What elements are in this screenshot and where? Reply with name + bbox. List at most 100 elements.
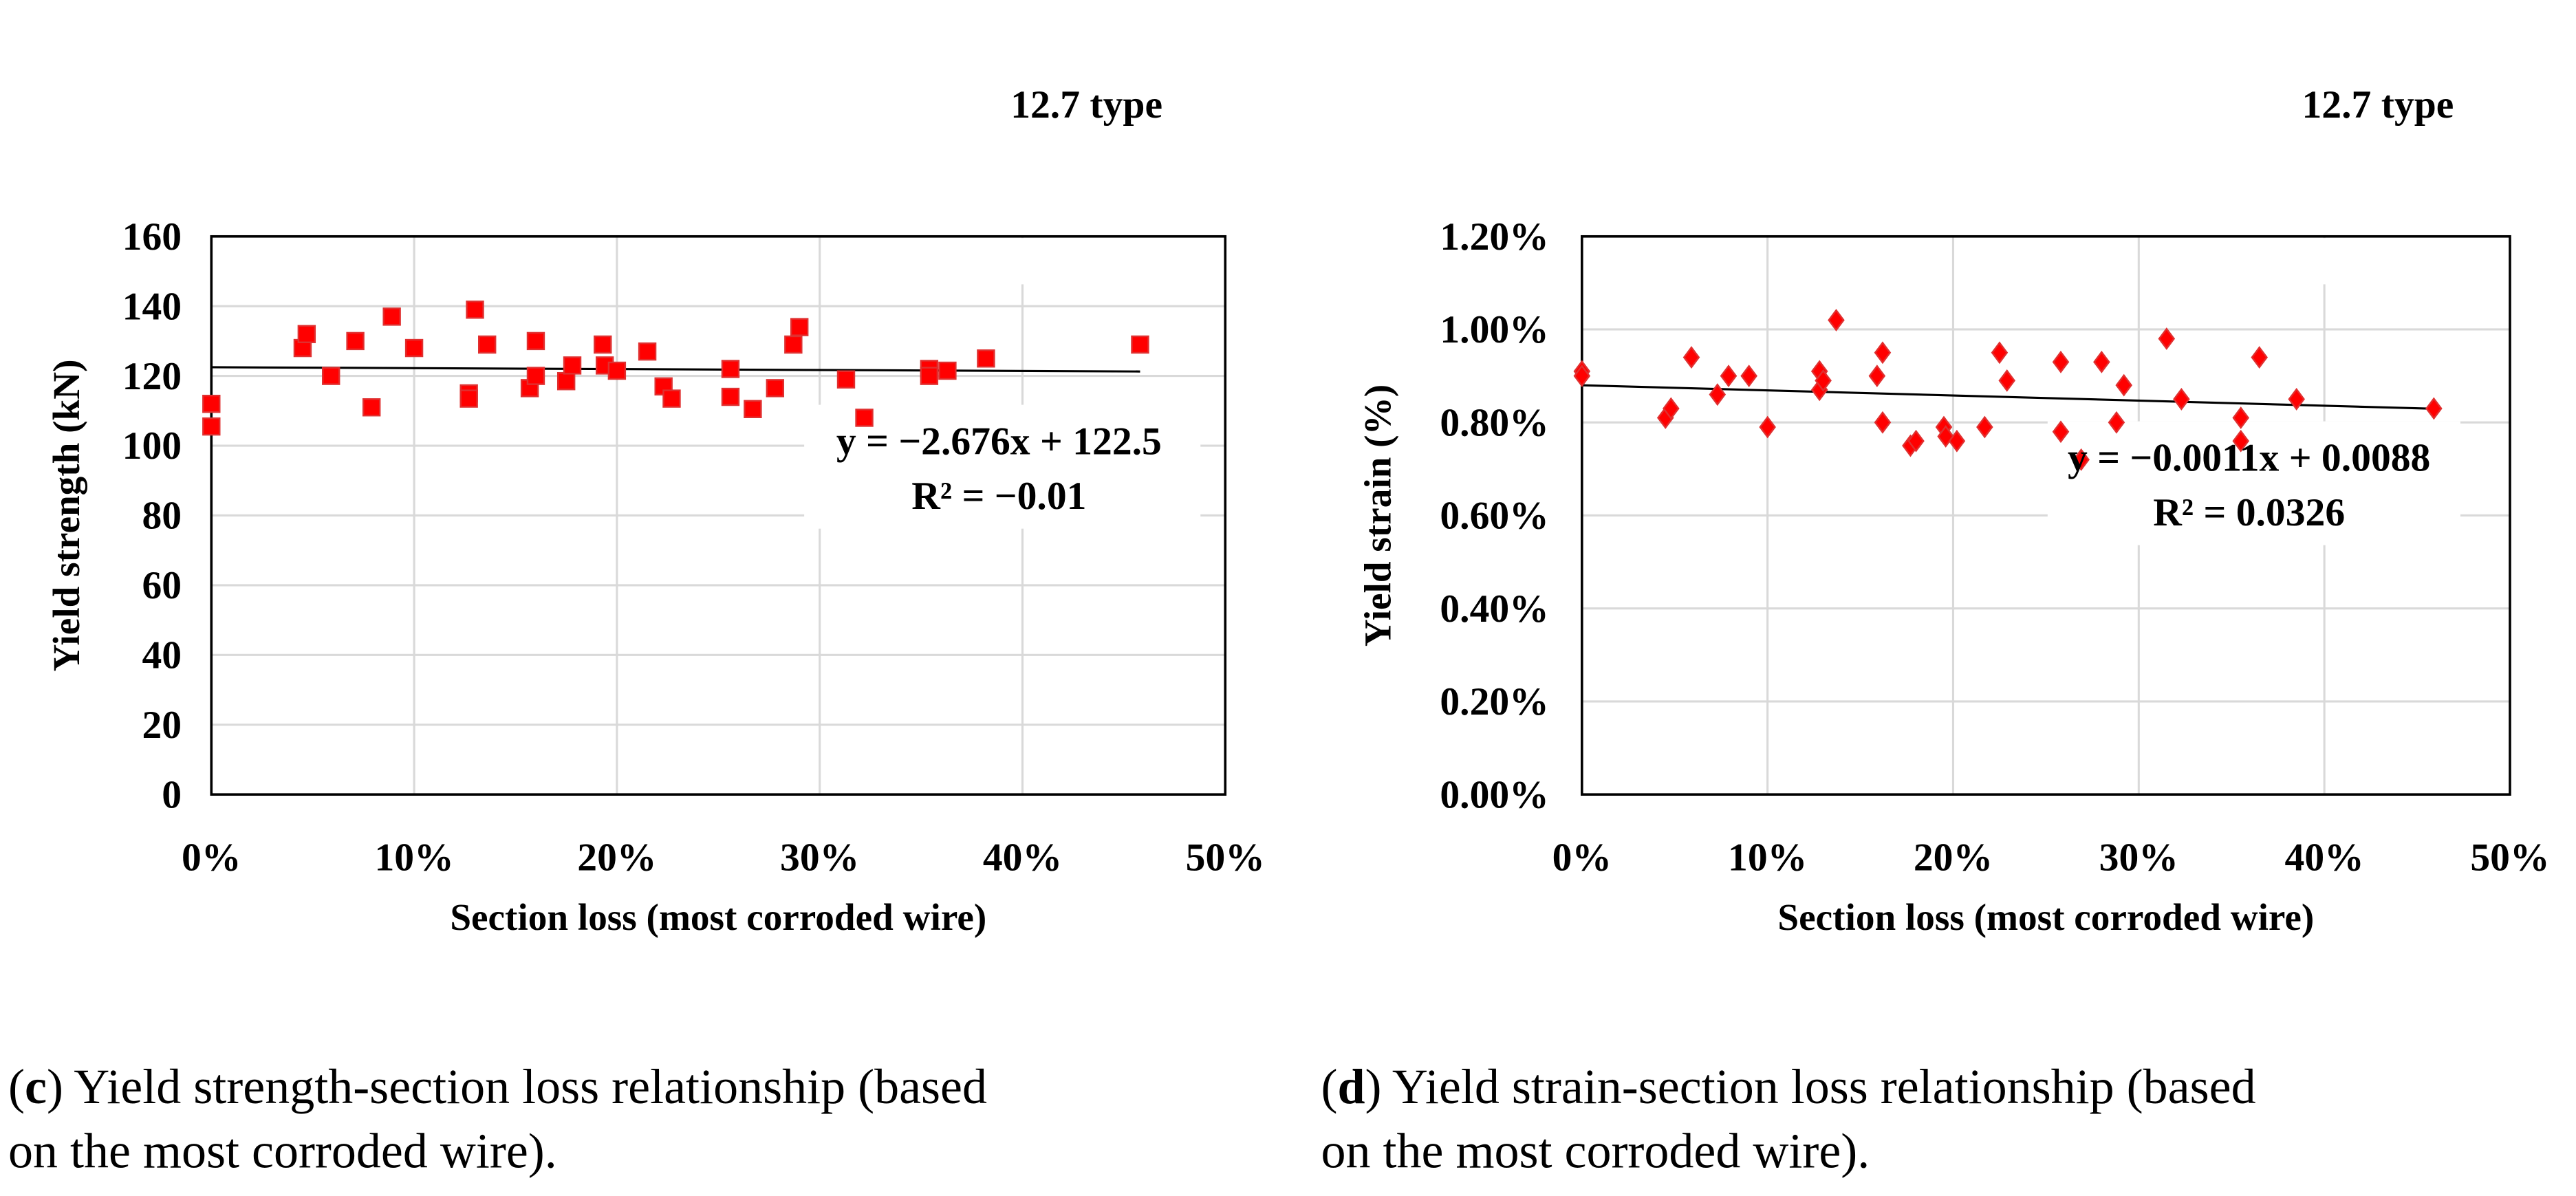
data-point [526,331,545,351]
data-point [2072,448,2090,471]
data-point [297,325,316,343]
data-point [2232,406,2250,429]
y-tick-label: 20 [142,704,182,747]
x-tick-label: 50% [2470,836,2549,880]
data-point [766,379,785,398]
data-point [1874,341,1892,365]
annotation-background [2237,238,2510,285]
data-point [1998,369,2016,392]
data-point [1828,309,1845,331]
y-axis-title: Yield strength (kN) [45,360,87,672]
data-point [1131,335,1149,354]
x-tick-label: 40% [2285,836,2364,880]
data-point [202,394,221,413]
caption-paren: ( [1321,1059,1338,1114]
caption-paren: ( [8,1059,25,1114]
data-point [1907,429,1925,453]
caption-label: c [25,1059,47,1114]
data-point [1573,365,1591,388]
y-tick-label: 0.40% [1440,587,1548,631]
x-tick-label: 40% [983,836,1062,880]
data-point [1663,397,1680,420]
trendline [1581,384,2434,410]
series-annotation: 12.7 type [2302,83,2454,127]
x-axis-title: Section loss (most corroded wire) [450,896,986,938]
data-point [2251,346,2269,369]
data-point [920,367,939,385]
data-point [855,409,874,427]
caption-line-2: on the most corroded wire). [1321,1124,1870,1179]
data-point [2232,429,2250,453]
data-point [662,389,681,408]
data-point [2115,373,2133,397]
data-point [2052,420,2070,444]
plot-border [1581,235,2511,796]
data-point [478,335,497,354]
data-point [202,417,221,436]
x-tick-label: 20% [1914,836,1993,880]
x-tick-label: 0% [1552,836,1612,880]
data-point [362,398,381,417]
x-tick-label: 30% [2099,836,2178,880]
x-tick-label: 10% [1728,836,1807,880]
data-point [1720,365,1738,388]
r-squared: R² = 0.0326 [2153,491,2345,534]
data-point [744,400,762,418]
x-tick-label: 50% [1186,836,1265,880]
caption-label: d [1337,1059,1365,1114]
annotation-background [946,238,1219,285]
y-tick-label: 40 [142,634,182,677]
data-point [1991,341,2009,365]
data-point [938,361,957,380]
caption-line-1: (d) Yield strain-section loss relationsh… [1321,1059,2256,1114]
y-tick-label: 60 [142,564,182,607]
y-tick-label: 100 [122,424,182,468]
y-tick-label: 0.20% [1440,680,1548,724]
caption-line-1: (c) Yield strength-section loss relation… [8,1059,987,1114]
y-tick-label: 140 [122,285,182,328]
data-point [784,335,803,354]
data-point [594,335,612,354]
data-point [526,367,545,385]
data-point [459,389,478,408]
x-tick-label: 20% [577,836,656,880]
data-point [2052,350,2070,373]
data-point [1976,415,1993,439]
caption-text: ) Yield strain-section loss relationship… [1365,1059,2256,1114]
y-tick-label: 80 [142,494,182,538]
chart-d: 0.00% 0.20% 0.40% 0.60% 0.80% 1.00% 1.20% 0% 10%… [1321,83,2550,1179]
data-point [977,349,995,368]
trend-equation: y = −0.0011x + 0.0088 [2068,437,2430,480]
data-point [790,318,809,336]
y-tick-label: 160 [122,215,182,259]
data-point [2093,350,2110,373]
data-point [638,342,657,361]
caption-line-2: on the most corroded wire). [8,1124,557,1179]
data-point [322,367,340,385]
data-point [382,307,401,326]
y-tick-label: 120 [122,355,182,398]
y-axis-title: Yield strain (%) [1356,384,1398,646]
y-tick-label: 0.00% [1440,773,1548,816]
data-point [1874,411,1892,434]
data-point [2158,327,2176,350]
r-squared: R² = −0.01 [911,475,1086,518]
data-point [2425,397,2443,420]
plot-border [210,235,1227,796]
data-point [1759,415,1776,439]
x-tick-label: 10% [374,836,453,880]
data-point [2108,411,2125,434]
equation-background [2047,421,2460,545]
x-axis-title: Section loss (most corroded wire) [1777,896,2314,938]
x-tick-label: 30% [780,836,859,880]
chart-c: 0 20 40 60 80 100 120 140 160 0% 10% 20% 30% 40% 50% Se… [8,83,1265,1179]
y-tick-label: 0.80% [1440,401,1548,444]
data-point [1740,365,1757,388]
trend-equation: y = −2.676x + 122.5 [836,420,1162,464]
y-tick-label: 0 [162,773,182,816]
data-point [2173,388,2190,411]
trendline [211,366,1140,373]
data-point [346,331,365,351]
data-point [721,360,740,378]
